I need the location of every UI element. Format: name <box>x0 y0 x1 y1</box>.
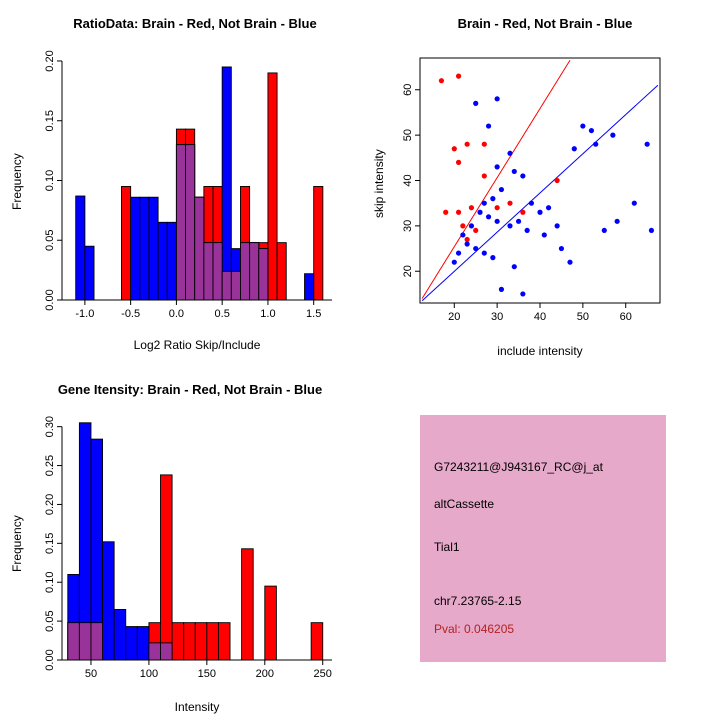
gene-hist-title: Gene Itensity: Brain - Red, Not Brain - … <box>57 382 323 397</box>
scatter-ylabel: skip intensity <box>372 149 386 218</box>
svg-text:0.20: 0.20 <box>44 50 56 71</box>
svg-text:50: 50 <box>577 311 589 323</box>
info-panel: G7243211@J943167_RC@j_at altCassette Tia… <box>420 415 666 662</box>
svg-text:30: 30 <box>402 220 414 232</box>
svg-text:0.25: 0.25 <box>44 455 56 476</box>
svg-text:60: 60 <box>402 84 414 96</box>
gene-hist-xlabel: Intensity <box>174 700 220 714</box>
ratio-hist-title: RatioData: Brain - Red, Not Brain - Blue <box>73 16 317 31</box>
svg-text:20: 20 <box>448 311 460 323</box>
svg-text:30: 30 <box>491 311 503 323</box>
gene-hist-ylabel: Frequency <box>10 515 24 572</box>
svg-text:0.00: 0.00 <box>44 649 56 670</box>
svg-text:1.5: 1.5 <box>306 308 321 320</box>
svg-text:0.10: 0.10 <box>44 572 56 593</box>
svg-text:-1.0: -1.0 <box>75 308 94 320</box>
svg-text:20: 20 <box>402 265 414 277</box>
svg-text:50: 50 <box>85 668 97 680</box>
svg-text:0.05: 0.05 <box>44 230 56 251</box>
svg-text:100: 100 <box>140 668 158 680</box>
svg-text:0.05: 0.05 <box>44 610 56 631</box>
gene-name-text: Tial1 <box>434 540 460 554</box>
svg-text:1.0: 1.0 <box>260 308 275 320</box>
svg-text:0.5: 0.5 <box>215 308 230 320</box>
svg-text:0.15: 0.15 <box>44 533 56 554</box>
location-text: chr7.23765-2.15 <box>434 594 522 608</box>
svg-text:0.15: 0.15 <box>44 110 56 131</box>
svg-text:0.30: 0.30 <box>44 416 56 437</box>
svg-text:250: 250 <box>314 668 332 680</box>
svg-text:40: 40 <box>534 311 546 323</box>
ratio-hist-xlabel: Log2 Ratio Skip/Include <box>133 338 261 352</box>
svg-text:40: 40 <box>402 174 414 186</box>
svg-text:0.10: 0.10 <box>44 170 56 191</box>
svg-text:-0.5: -0.5 <box>121 308 140 320</box>
svg-text:50: 50 <box>402 129 414 141</box>
ratio-hist-ylabel: Frequency <box>10 153 24 210</box>
svg-text:0.20: 0.20 <box>44 494 56 515</box>
event-type-text: altCassette <box>434 497 495 511</box>
svg-text:0.00: 0.00 <box>44 289 56 310</box>
pval-text: Pval: 0.046205 <box>434 622 515 636</box>
svg-text:0.0: 0.0 <box>169 308 184 320</box>
svg-text:150: 150 <box>198 668 216 680</box>
svg-text:200: 200 <box>256 668 274 680</box>
probe-id-text: G7243211@J943167_RC@j_at <box>434 460 603 474</box>
scatter-xlabel: include intensity <box>497 344 583 358</box>
svg-text:60: 60 <box>620 311 632 323</box>
scatter-title: Brain - Red, Not Brain - Blue <box>457 16 633 31</box>
